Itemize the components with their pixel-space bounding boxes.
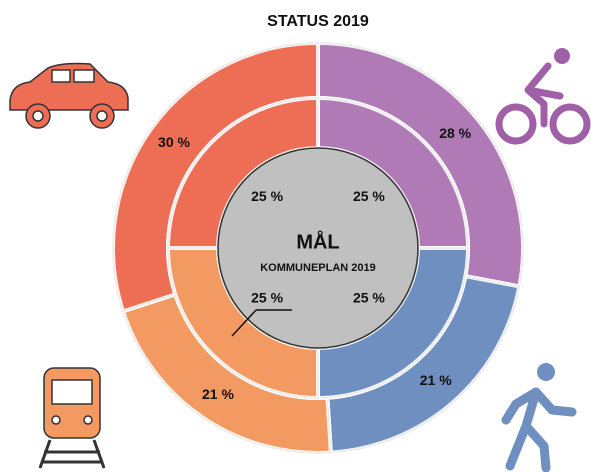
value-label: 25 % [353,188,385,204]
value-label: 28 % [439,125,471,141]
pointer [231,309,257,337]
value-label: 25 % [353,290,385,306]
value-label: 25 % [251,290,283,306]
train-icon [38,367,106,469]
title: STATUS 2019 [267,13,369,30]
value-label: 25 % [251,188,283,204]
car-icon [9,62,129,129]
center-label: MÅL [296,229,339,253]
center-circle [217,147,419,349]
value-label: 21 % [420,372,452,388]
walking-icon [501,363,577,472]
bike-icon [495,48,591,145]
value-label: 30 % [158,134,190,150]
center-sublabel: KOMMUNEPLAN 2019 [260,262,376,274]
value-label: 21 % [202,386,234,402]
